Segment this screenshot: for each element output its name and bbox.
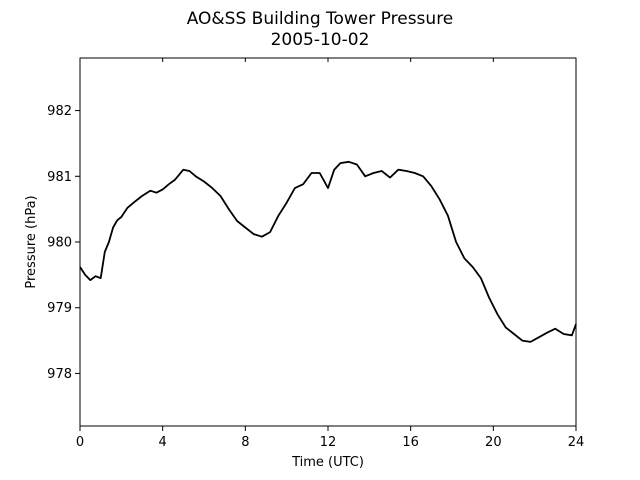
x-tick-label: 0 <box>76 435 84 450</box>
y-tick-label: 981 <box>47 170 72 185</box>
y-tick-label: 979 <box>47 301 72 316</box>
y-tick-label: 982 <box>47 104 72 119</box>
series-line-pressure <box>79 160 577 343</box>
x-tick-label: 8 <box>241 435 249 450</box>
x-axis: 0 4 8 12 16 20 24 <box>76 58 584 450</box>
plot-area <box>79 57 577 427</box>
y-axis: 978 979 980 981 982 <box>47 104 80 382</box>
y-tick-label: 978 <box>47 367 72 382</box>
x-tick-label: 4 <box>159 435 167 450</box>
chart-title: AO&SS Building Tower Pressure <box>187 9 454 29</box>
chart-subtitle: 2005-10-02 <box>271 30 370 50</box>
x-tick-label: 20 <box>485 435 502 450</box>
y-axis-label: Pressure (hPa) <box>24 195 39 288</box>
x-tick-label: 24 <box>568 435 585 450</box>
y-tick-label: 980 <box>47 236 72 251</box>
x-tick-label: 16 <box>402 435 419 450</box>
x-tick-label: 12 <box>320 435 337 450</box>
x-axis-label: Time (UTC) <box>291 455 364 470</box>
